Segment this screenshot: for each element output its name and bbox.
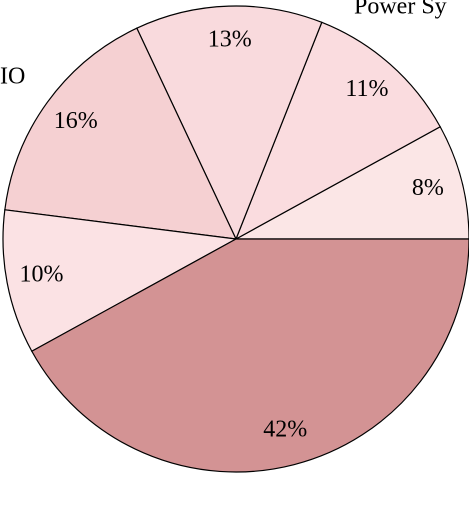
value-label: 10% (19, 262, 63, 288)
pie-slice (2, 209, 238, 353)
value-label: 42% (263, 416, 307, 442)
pie-slice (31, 238, 469, 473)
value-label: 11% (345, 76, 388, 102)
category-label: IO (0, 64, 25, 90)
category-label: Power Sy (354, 0, 447, 20)
value-label: 16% (54, 108, 98, 134)
pie-slice (234, 21, 441, 241)
pie-slice (135, 5, 323, 241)
value-label: 13% (208, 27, 252, 53)
value-label: 8% (412, 175, 444, 201)
pie-slice (4, 27, 238, 240)
